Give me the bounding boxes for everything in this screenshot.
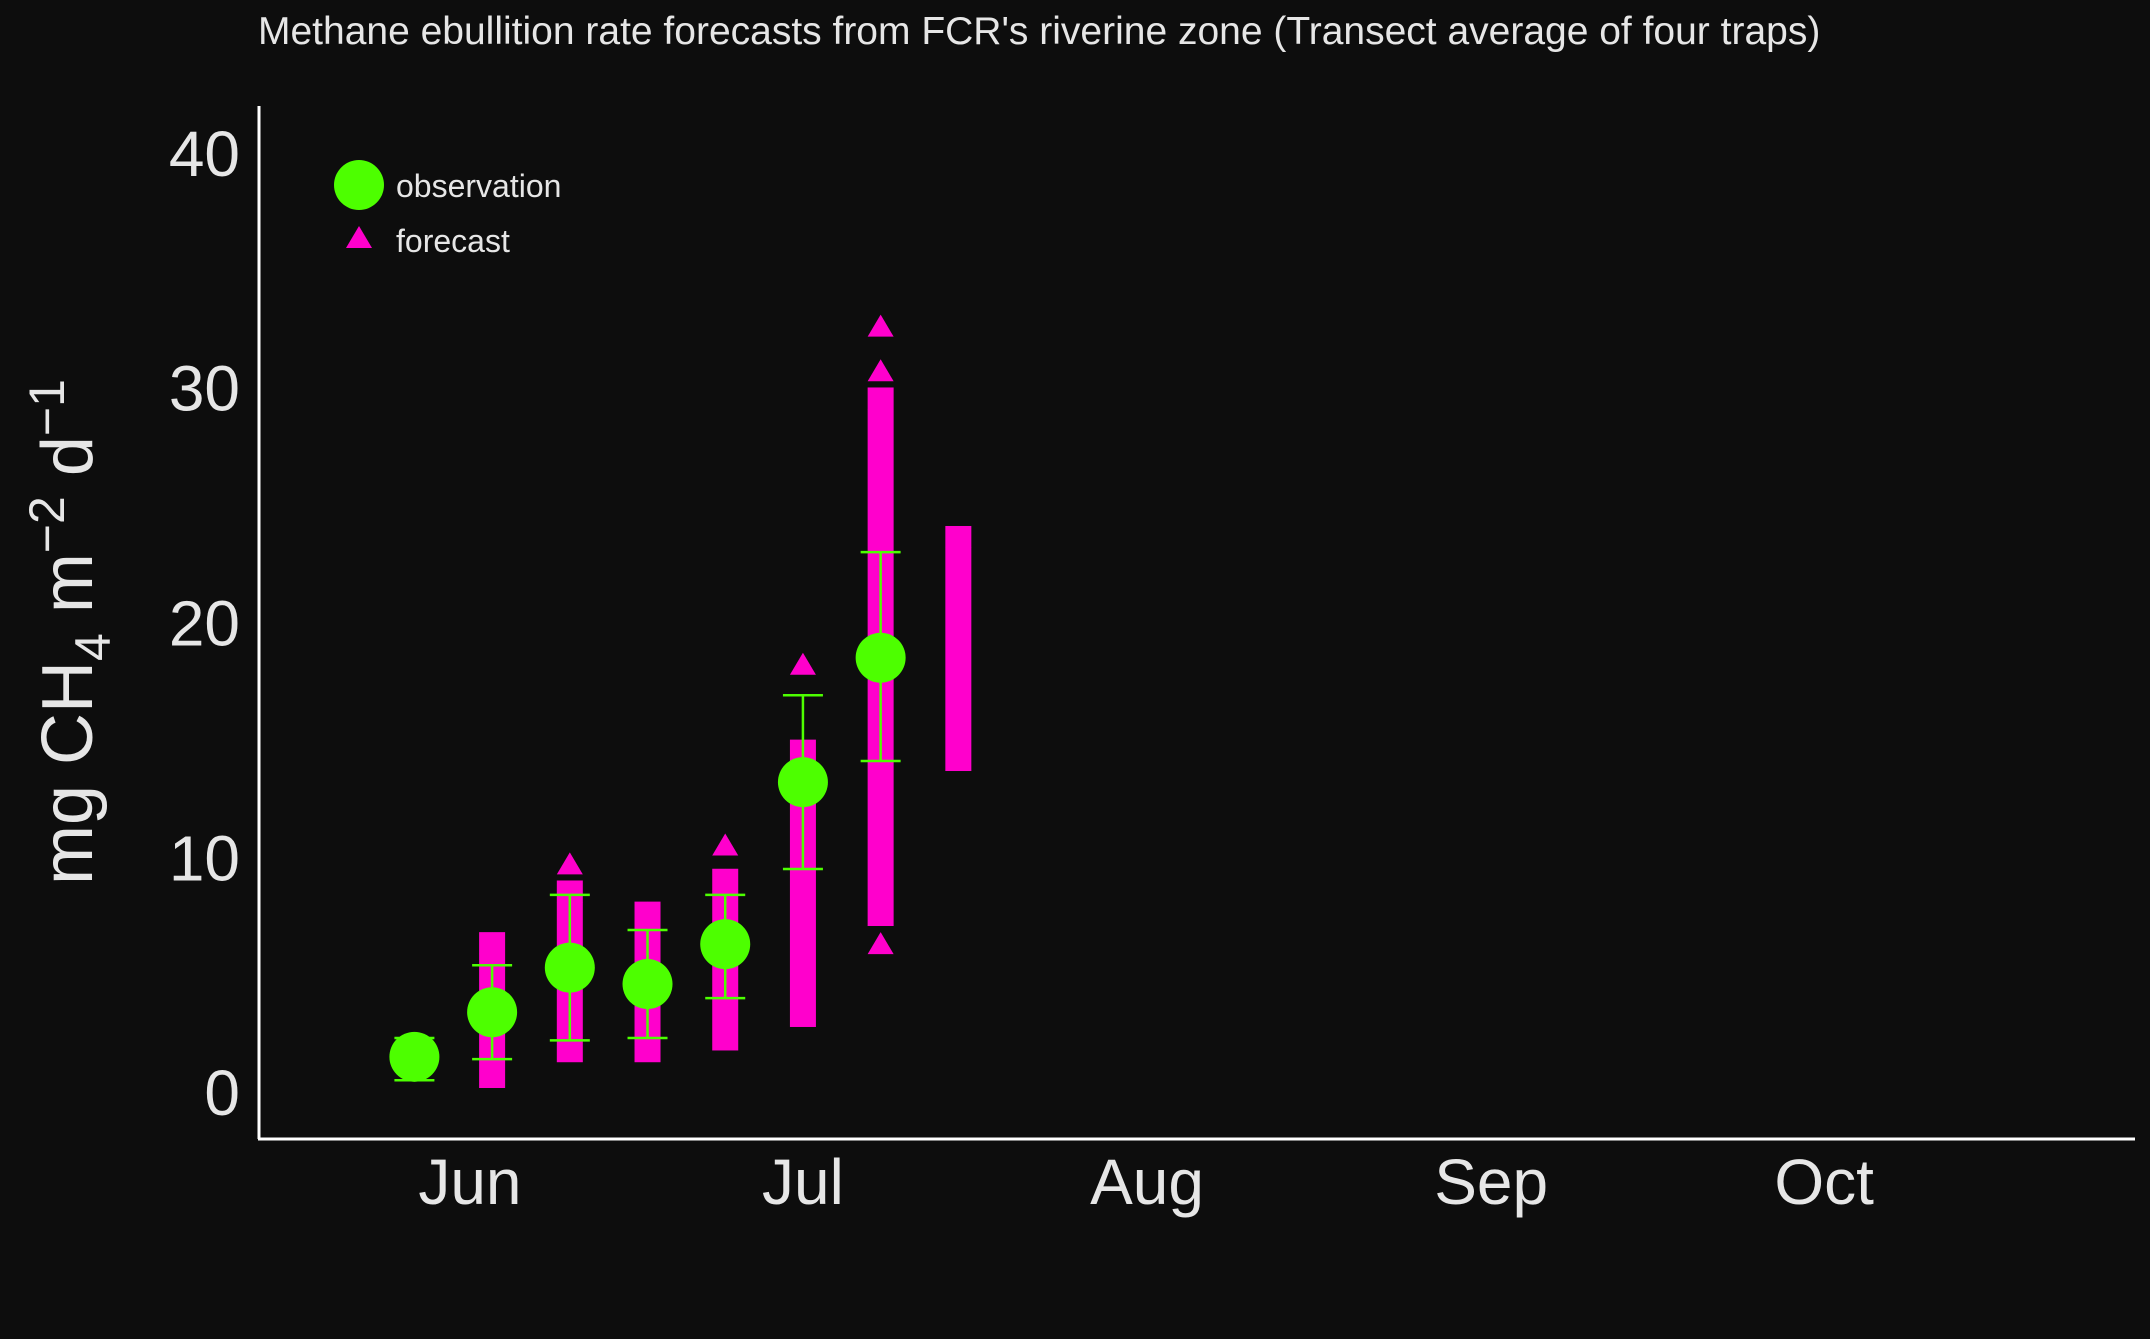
legend-observation-marker [334, 160, 384, 210]
legend-forecast-label: forecast [396, 223, 510, 259]
observation-point [467, 987, 518, 1038]
y-axis-label: mg CH4 m−2 d−1 [19, 379, 121, 885]
y-tick-label: 0 [204, 1057, 240, 1129]
observation-point [544, 942, 595, 993]
y-tick-label: 30 [169, 353, 240, 425]
forecast-point [945, 749, 972, 772]
y-axis-label-sub: 4 [65, 633, 121, 661]
legend: observation forecast [334, 160, 561, 259]
forecast-point [867, 387, 894, 410]
observation-point [700, 919, 751, 970]
x-tick-label: Aug [1090, 1146, 1204, 1218]
forecast-point [712, 1028, 739, 1051]
forecast-point [867, 932, 894, 955]
observation-point [777, 757, 828, 808]
forecast-point [556, 852, 583, 875]
forecast-point [867, 359, 894, 382]
forecast-point [789, 1004, 816, 1027]
y-axis-label-sup: −1 [19, 379, 75, 436]
observation-point [622, 959, 673, 1010]
y-axis-label-part: m [28, 553, 108, 633]
legend-observation-label: observation [396, 168, 561, 204]
observation-point [855, 632, 906, 683]
x-tick-label: Jun [418, 1146, 521, 1218]
observation-point [389, 1031, 440, 1082]
x-tick-labels: Jun Jul Aug Sep Oct [418, 1146, 1874, 1218]
forecast-point [479, 932, 506, 955]
y-axis-label-part: d [28, 436, 108, 496]
forecast-point [789, 652, 816, 675]
x-tick-label: Sep [1434, 1146, 1548, 1218]
y-tick-labels: 0 10 20 30 40 [169, 118, 240, 1129]
legend-forecast-marker [346, 226, 372, 248]
forecast-point [867, 903, 894, 926]
forecast-point [712, 833, 739, 856]
forecast-point [556, 880, 583, 903]
y-axis-label-part: mg CH [28, 661, 108, 885]
y-axis-label-sup: −2 [19, 496, 75, 553]
forecast-ensemble-range [945, 525, 972, 772]
y-tick-label: 20 [169, 588, 240, 660]
forecast-point [556, 1040, 583, 1063]
forecast-point [634, 1040, 661, 1063]
y-tick-label: 40 [169, 118, 240, 190]
forecast-point [712, 868, 739, 891]
x-tick-label: Jul [762, 1146, 844, 1218]
y-tick-label: 10 [169, 822, 240, 894]
x-tick-label: Oct [1774, 1146, 1874, 1218]
forecast-point [634, 901, 661, 924]
chart-title: Methane ebullition rate forecasts from F… [258, 10, 1820, 53]
forecast-point [945, 525, 972, 548]
forecast-point [867, 314, 894, 337]
forecast-point [479, 1065, 506, 1088]
observation-series [389, 550, 906, 1082]
